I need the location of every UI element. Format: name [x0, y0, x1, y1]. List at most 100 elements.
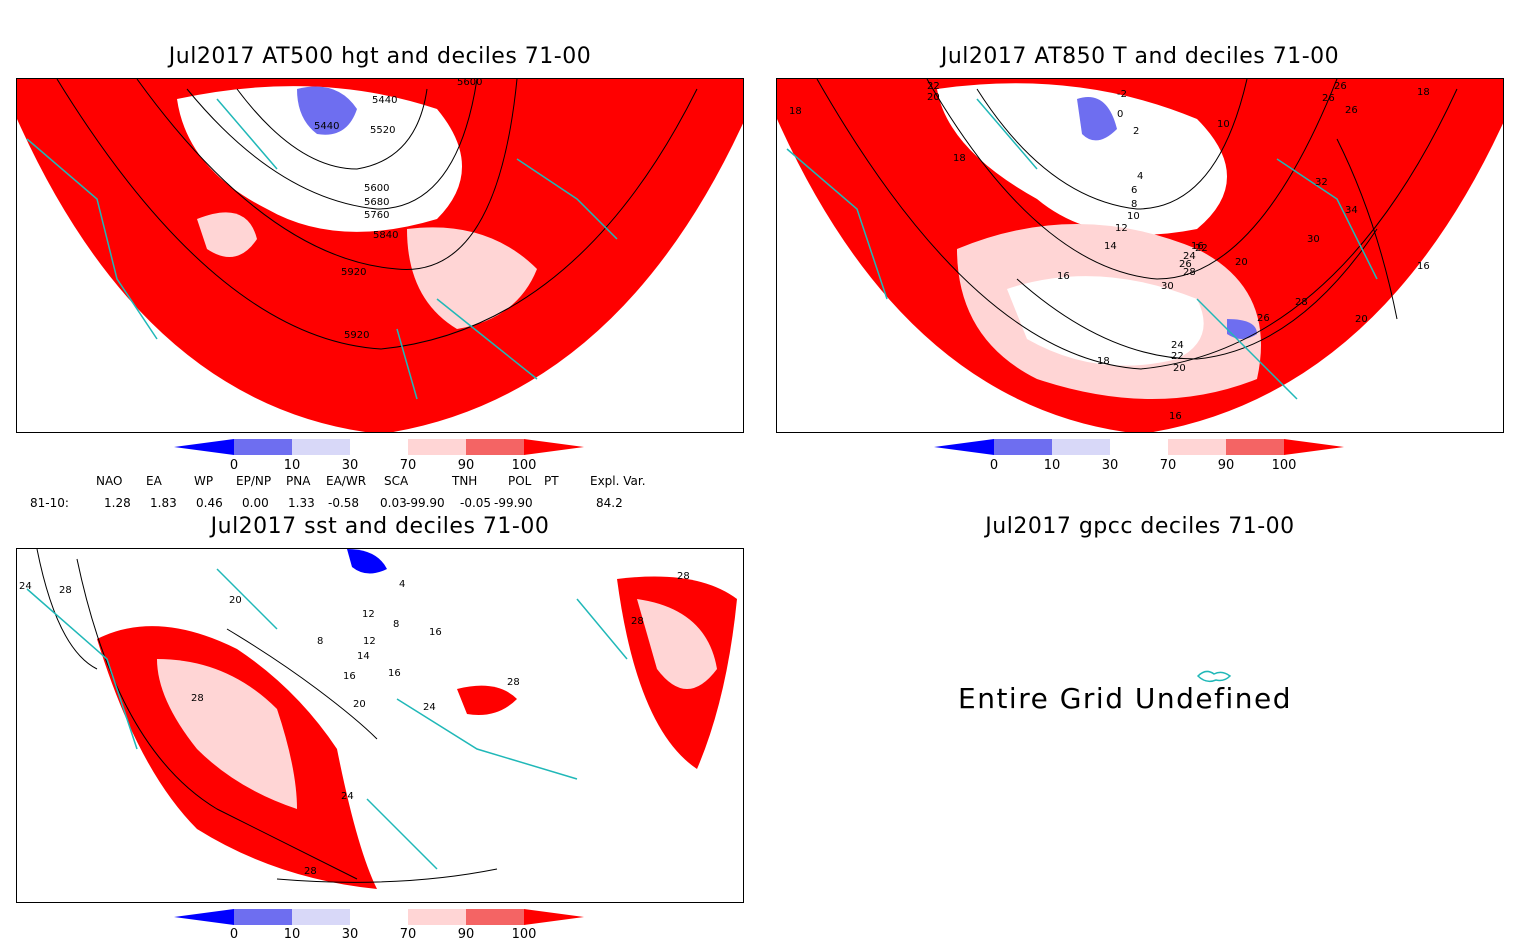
index-value-epnp: 0.00: [242, 496, 269, 510]
index-value-pol: -0.05: [460, 496, 492, 510]
contour-label: 16: [1417, 261, 1430, 272]
contour-label: 32: [1315, 177, 1328, 188]
map-at850-canvas: 22 20 18 18 16 -2 0 2 10 18 26 26 26 8 6…: [777, 79, 1503, 432]
contour-label: 10: [1217, 119, 1230, 130]
polar-projection-fill: [17, 79, 743, 432]
contour-label: 4: [399, 579, 405, 590]
contour-label: 5600: [457, 79, 482, 88]
colorbar-tick: 30: [342, 458, 359, 473]
contour-label: 18: [953, 153, 966, 164]
contour-label: 5920: [344, 330, 369, 341]
index-header-wp: WP: [194, 474, 214, 488]
colorbar-tick: 0: [990, 458, 998, 473]
contour-line: [56, 79, 698, 350]
coastline: [786, 98, 1378, 400]
gpcc-coastline-fragment: [1196, 670, 1232, 683]
index-value-ea: 1.83: [150, 496, 177, 510]
colorbar-svg: 0 10 30 70 90 100: [934, 439, 1344, 473]
index-value-tnh: -99.90: [406, 496, 445, 510]
contour-line: [926, 79, 1338, 280]
colorbar-tick: 0: [230, 927, 238, 940]
map-at500-canvas: 5440 5440 5520 5600 5600 5680 5760 5840 …: [17, 79, 743, 432]
colorbar-svg: 0 10 30 70 90 100: [174, 439, 584, 473]
contour-label: 28: [1295, 297, 1308, 308]
colorbar-tick: 90: [1218, 458, 1235, 473]
colorbar-tick: 70: [1160, 458, 1177, 473]
index-header-pol: POL: [508, 474, 532, 488]
decile-blue-region: [297, 86, 357, 135]
colorbar-segment: [408, 909, 466, 925]
contour-label: 16: [429, 627, 442, 638]
colorbar-segment: [350, 909, 408, 925]
contour-label: 30: [1161, 281, 1174, 292]
contour-line: [76, 558, 358, 880]
decile-blue-region: [1077, 97, 1117, 141]
contour-label: 16: [343, 671, 356, 682]
colorbar-tick: 90: [458, 927, 475, 940]
contour-label: 26: [1345, 105, 1358, 116]
colorbar-tick: 100: [512, 458, 537, 473]
colorbar-segment: [1226, 439, 1284, 455]
colorbar-segment: [1110, 439, 1168, 455]
contour-label: 30: [1307, 234, 1320, 245]
colorbar-segment: [292, 439, 350, 455]
contour-label: 28: [677, 571, 690, 582]
index-header-pna: PNA: [286, 474, 311, 488]
contour-label: 5600: [364, 183, 389, 194]
contour-label: 28: [1183, 267, 1196, 278]
colorbar-segment: [174, 439, 234, 455]
contour-label: 5840: [373, 230, 398, 241]
contour-label: 4: [1137, 171, 1143, 182]
contour-label: 18: [789, 106, 802, 117]
index-value-pt: -99.90: [494, 496, 533, 510]
contour-label: 20: [1173, 363, 1186, 374]
contour-label: 5920: [341, 267, 366, 278]
colorbar-segment: [994, 439, 1052, 455]
contour-label: 28: [59, 585, 72, 596]
contour-line: [1016, 228, 1378, 360]
contour-label: 20: [927, 92, 940, 103]
contour-label: 5520: [370, 125, 395, 136]
index-value-wp: 0.46: [196, 496, 223, 510]
decile-light-region: [407, 227, 537, 329]
contour-label: 24: [341, 791, 354, 802]
contour-label: 0: [1117, 109, 1123, 120]
contour-label: 14: [1104, 241, 1117, 252]
panel-title-at850: Jul2017 AT850 T and deciles 71-00: [940, 44, 1340, 69]
colorbar-tick: 30: [1102, 458, 1119, 473]
map-at500: 5440 5440 5520 5600 5600 5680 5760 5840 …: [16, 78, 744, 433]
panel-title-sst: Jul2017 sst and deciles 71-00: [210, 514, 550, 539]
contour-label: 14: [357, 651, 370, 662]
decile-blue-region: [347, 549, 387, 574]
contour-label: 20: [1235, 257, 1248, 268]
coastline: [26, 568, 628, 870]
index-value-nao: 1.28: [104, 496, 131, 510]
contour-label: 16: [1169, 411, 1182, 422]
colorbar-tick: 100: [1272, 458, 1297, 473]
colorbar-tick: 70: [400, 927, 417, 940]
contour-label: 12: [362, 609, 375, 620]
decile-white-region: [937, 83, 1227, 235]
colorbar-segment: [1052, 439, 1110, 455]
contour-label: 8: [1131, 199, 1137, 210]
colorbar-segment: [408, 439, 466, 455]
colorbar-segment: [1168, 439, 1226, 455]
colorbar-tick: 100: [512, 927, 537, 940]
contour-label: 12: [1115, 223, 1128, 234]
decile-light-region: [197, 212, 257, 257]
contour-label: 16: [388, 668, 401, 679]
colorbar-tick: 0: [230, 458, 238, 473]
contour-line: [186, 79, 478, 210]
index-header-eawr: EA/WR: [326, 474, 367, 488]
contour-label: 20: [229, 595, 242, 606]
colorbar-tick: 10: [284, 458, 301, 473]
panel-title-gpcc: Jul2017 gpcc deciles 71-00: [985, 514, 1295, 539]
contour-label: 5760: [364, 210, 389, 221]
colorbar-svg: 0 10 30 70 90 100: [174, 909, 584, 942]
contour-label: 28: [631, 616, 644, 627]
contour-line: [276, 868, 498, 883]
contour-label: 24: [19, 581, 32, 592]
index-value-eawr: -0.58: [328, 496, 360, 510]
decile-white-region: [1007, 276, 1204, 366]
contour-label: 20: [353, 699, 366, 710]
